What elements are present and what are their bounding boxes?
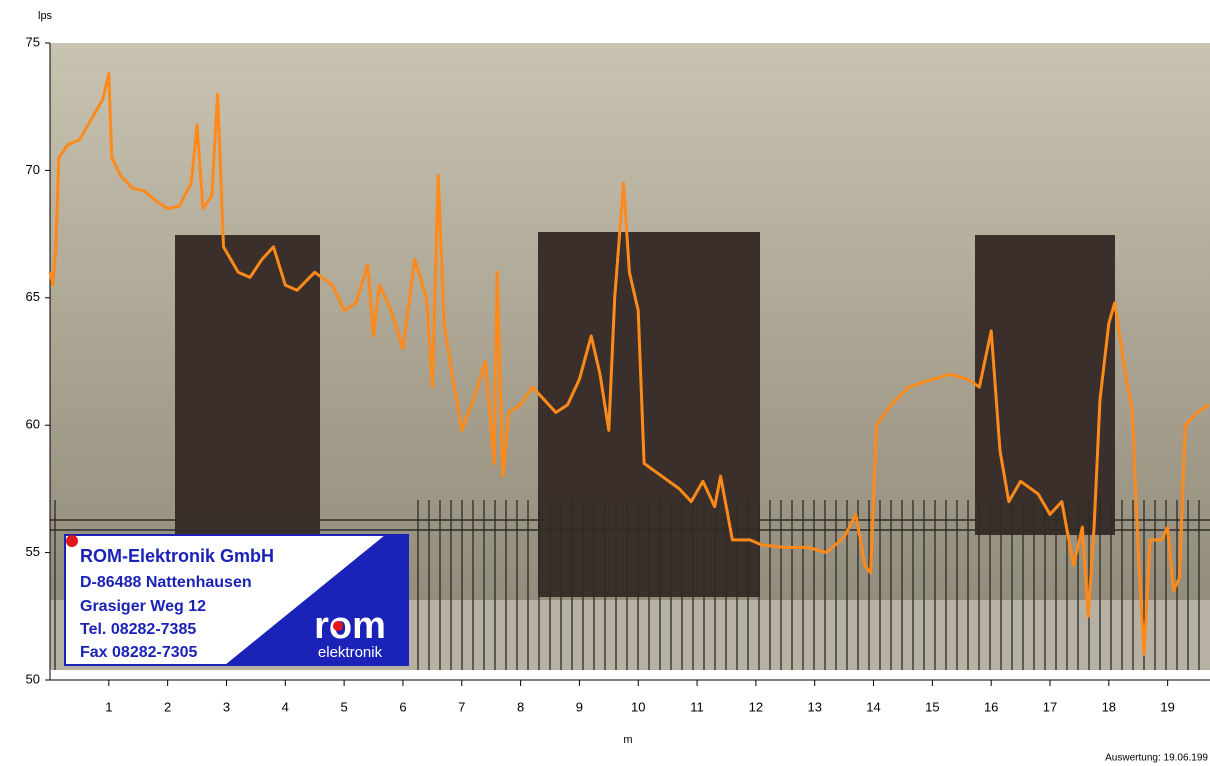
- y-tick-label: 60: [26, 417, 40, 432]
- logo-box: ROM-Elektronik GmbH D-86488 Nattenhausen…: [64, 534, 409, 666]
- fence: [54, 500, 1200, 670]
- x-tick-label: 19: [1160, 699, 1174, 714]
- x-tick-label: 8: [517, 699, 524, 714]
- logo-brand: rom: [314, 605, 386, 647]
- y-tick-label: 75: [26, 34, 40, 49]
- x-tick-label: 16: [984, 699, 998, 714]
- logo-city: D-86488 Nattenhausen: [80, 574, 252, 591]
- logo-street: Grasiger Weg 12: [80, 598, 206, 615]
- x-tick-label: 14: [866, 699, 880, 714]
- logo-company: ROM-Elektronik GmbH: [80, 546, 274, 566]
- footer: Auswertung: 19.06.199: [1105, 753, 1208, 764]
- x-tick-label: 1: [105, 699, 112, 714]
- x-tick-label: 3: [223, 699, 230, 714]
- y-tick-label: 65: [26, 289, 40, 304]
- x-tick-label: 10: [631, 699, 645, 714]
- y-tick-label: 70: [26, 162, 40, 177]
- x-tick-label: 17: [1043, 699, 1057, 714]
- x-tick-label: 12: [749, 699, 763, 714]
- y-tick-label: 50: [26, 671, 40, 686]
- data-line: [48, 72, 1210, 656]
- logo-tel: Tel. 08282-7385: [80, 621, 196, 638]
- x-tick-label: 13: [807, 699, 821, 714]
- x-tick-label: 6: [399, 699, 406, 714]
- x-tick-label: 15: [925, 699, 939, 714]
- x-tick-label: 9: [576, 699, 583, 714]
- logo-brand-sub: elektronik: [318, 644, 383, 661]
- x-tick-label: 4: [282, 699, 289, 714]
- x-tick-label: 11: [690, 699, 704, 714]
- x-tick-label: 18: [1102, 699, 1116, 714]
- x-axis-label: m: [623, 734, 632, 746]
- logo-fax: Fax 08282-7305: [80, 644, 198, 661]
- x-tick-label: 5: [341, 699, 348, 714]
- y-axis-label: lps: [38, 10, 53, 22]
- y-tick-label: 55: [26, 544, 40, 559]
- x-tick-label: 2: [164, 699, 171, 714]
- x-tick-label: 7: [458, 699, 465, 714]
